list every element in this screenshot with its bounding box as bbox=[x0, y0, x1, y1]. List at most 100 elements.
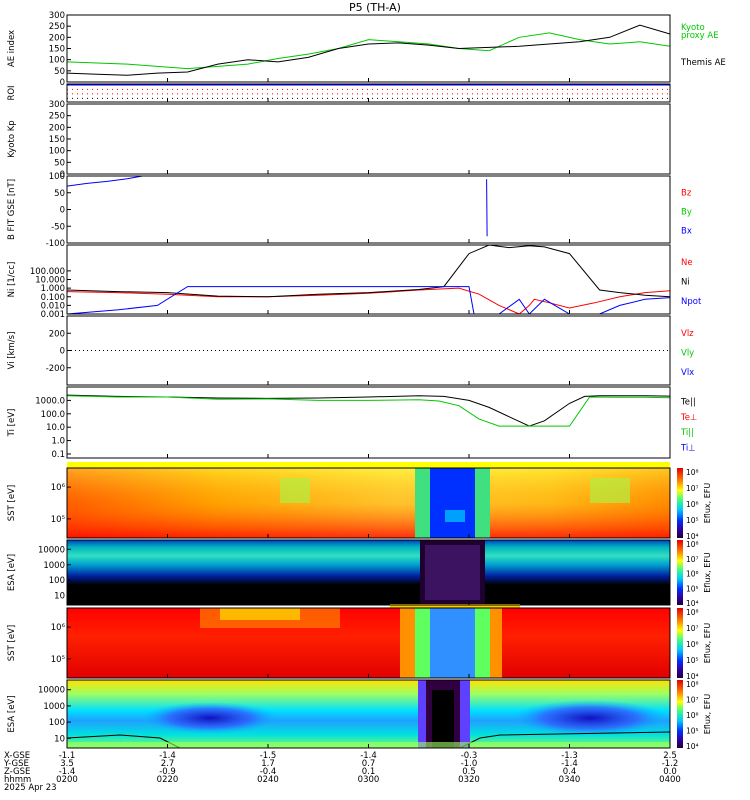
colorbars bbox=[677, 468, 683, 748]
sst-full-gap-green-left bbox=[415, 468, 430, 538]
series-line-density-2 bbox=[66, 286, 671, 315]
bottom-tick-label: -0.4 bbox=[260, 767, 277, 777]
sst-full-gap-cyan bbox=[445, 510, 465, 522]
legend-te-: Te|| bbox=[680, 398, 696, 408]
colorbar-label: Eflux, EFU bbox=[703, 623, 712, 664]
colorbar-tick-label: 10⁷ bbox=[686, 696, 699, 705]
colorbar-2 bbox=[677, 540, 683, 605]
ylabel-kp: Kyoto Kp bbox=[7, 120, 17, 157]
colorbar-tick-label: 10⁵ bbox=[686, 727, 699, 736]
ytick-label: 1000 bbox=[43, 561, 65, 571]
colorbar-3 bbox=[677, 608, 683, 678]
plot-title: P5 (TH-A) bbox=[349, 1, 401, 14]
ytick-label: 100 bbox=[49, 718, 65, 728]
ytick-label: -200 bbox=[46, 364, 65, 374]
bottom-tick-label: 0240 bbox=[257, 775, 279, 785]
legend-kyoto: Kyoto bbox=[681, 23, 705, 33]
ylabel-sst_reduced_ion: SST [eV] bbox=[7, 625, 17, 661]
ytick-label: 50 bbox=[54, 158, 65, 168]
spectrograms-group bbox=[66, 462, 683, 749]
bottom-tick-label: -1.0 bbox=[461, 759, 478, 769]
panels-group bbox=[66, 24, 671, 427]
ytick-label: 1000 bbox=[43, 702, 65, 712]
esa-reduced-spectrogram bbox=[66, 680, 671, 749]
esa-full-spectrogram bbox=[67, 540, 670, 608]
ytick-label: 10000 bbox=[38, 545, 65, 555]
ytick-label: 10⁶ bbox=[51, 483, 66, 493]
ytick-label: 0 bbox=[60, 347, 65, 357]
colorbar-tick-label: 10⁵ bbox=[686, 584, 699, 593]
bottom-tick-label: 2.5 bbox=[663, 751, 677, 761]
bottom-tick-label: 0320 bbox=[458, 775, 480, 785]
esa-full-band bbox=[67, 540, 670, 585]
bottom-tick-label: -1.4 bbox=[59, 767, 76, 777]
bottom-tick-label: 0220 bbox=[157, 775, 179, 785]
bottom-tick-label: 1.7 bbox=[261, 759, 275, 769]
colorbar-tick-label: 10⁵ bbox=[686, 516, 699, 525]
ylabel-sst_full_ion: SST [eV] bbox=[7, 485, 17, 521]
sst-full-top-stripe bbox=[67, 462, 670, 468]
bottom-axis: X-GSEY-GSEZ-GSEhhmm-1.13.5-1.40200-1.42.… bbox=[3, 751, 681, 793]
bottom-row-label: X-GSE bbox=[4, 751, 30, 761]
sst-full-gap-green-right bbox=[475, 468, 490, 538]
ytick-label: 100 bbox=[49, 147, 65, 157]
bottom-tick-label: -1.3 bbox=[561, 751, 578, 761]
ytick-label: 10.0 bbox=[46, 423, 65, 433]
colorbar-tick-label: 10⁶ bbox=[686, 570, 699, 579]
colorbar-4 bbox=[677, 680, 683, 748]
sst-full-green-patch-2 bbox=[590, 478, 630, 503]
ytick-label: 150 bbox=[49, 135, 65, 145]
colorbar-1 bbox=[677, 468, 683, 538]
sst-reduced-gap-edge-right bbox=[490, 608, 502, 678]
series-line-temperature-1 bbox=[66, 395, 671, 427]
legend-bx: Bx bbox=[681, 227, 692, 237]
ylabel-density: Ni [1/cc] bbox=[7, 262, 17, 298]
bottom-tick-label: 0400 bbox=[659, 775, 681, 785]
sst-full-green-patch-1 bbox=[280, 478, 310, 503]
ytick-label: 0.001 bbox=[41, 310, 65, 320]
ylabel-ae: AE index bbox=[7, 30, 17, 67]
colorbar-tick-label: 10⁴ bbox=[686, 532, 699, 541]
panel-frame-bfield bbox=[66, 175, 671, 244]
bottom-tick-label: -1.1 bbox=[59, 751, 76, 761]
bottom-tick-label: 0.0 bbox=[663, 767, 677, 777]
ytick-label: 300 bbox=[49, 11, 65, 21]
bottom-tick-label: 3.5 bbox=[60, 759, 74, 769]
esa-reduced-blue-blob-2 bbox=[510, 700, 670, 736]
colorbar-label: Eflux, EFU bbox=[703, 694, 712, 735]
esa-reduced-blue-blob-1 bbox=[140, 702, 280, 734]
ytick-label: 200 bbox=[49, 123, 65, 133]
ytick-label: -50 bbox=[51, 222, 65, 232]
legend-npot: Npot bbox=[681, 297, 702, 307]
legend-themis-ae: Themis AE bbox=[680, 58, 726, 68]
ytick-label: 10⁵ bbox=[51, 515, 65, 525]
ytick-label: 100.000 bbox=[30, 267, 65, 277]
bottom-row-label: Y-GSE bbox=[3, 759, 29, 769]
ytick-label: 1.0 bbox=[51, 437, 65, 447]
bottom-tick-label: -1.4 bbox=[159, 751, 176, 761]
ylabel-temperature: Ti [eV] bbox=[7, 409, 17, 438]
series-line-density-0 bbox=[66, 287, 671, 315]
ytick-label: 0 bbox=[60, 78, 65, 88]
bottom-tick-label: -0.9 bbox=[159, 767, 176, 777]
bottom-tick-label: -1.2 bbox=[662, 759, 679, 769]
bottom-tick-label: -1.4 bbox=[561, 759, 578, 769]
ytick-label: 100 bbox=[49, 56, 65, 66]
panel-frame-ae bbox=[66, 14, 671, 83]
bottom-tick-label: 0.7 bbox=[362, 759, 376, 769]
ytick-label: 1000.0 bbox=[35, 396, 65, 406]
ytick-label: 0 bbox=[60, 170, 65, 180]
ytick-label: 300 bbox=[49, 100, 65, 110]
colorbar-tick-label: 10⁶ bbox=[686, 500, 699, 509]
ytick-label: 50 bbox=[54, 189, 65, 199]
bottom-row-label: Z-GSE bbox=[4, 767, 30, 777]
ytick-label: 0.1 bbox=[51, 450, 65, 460]
bottom-tick-label: 0340 bbox=[559, 775, 581, 785]
colorbar-tick-label: 10⁵ bbox=[686, 656, 699, 665]
sst-reduced-gap-green-left bbox=[415, 608, 430, 678]
legend-ti-: Ti|| bbox=[680, 428, 694, 438]
legend-proxy-ae: proxy AE bbox=[681, 31, 719, 41]
plot-date: 2025 Apr 23 bbox=[4, 783, 57, 793]
legend-vlx: Vlx bbox=[681, 368, 694, 378]
